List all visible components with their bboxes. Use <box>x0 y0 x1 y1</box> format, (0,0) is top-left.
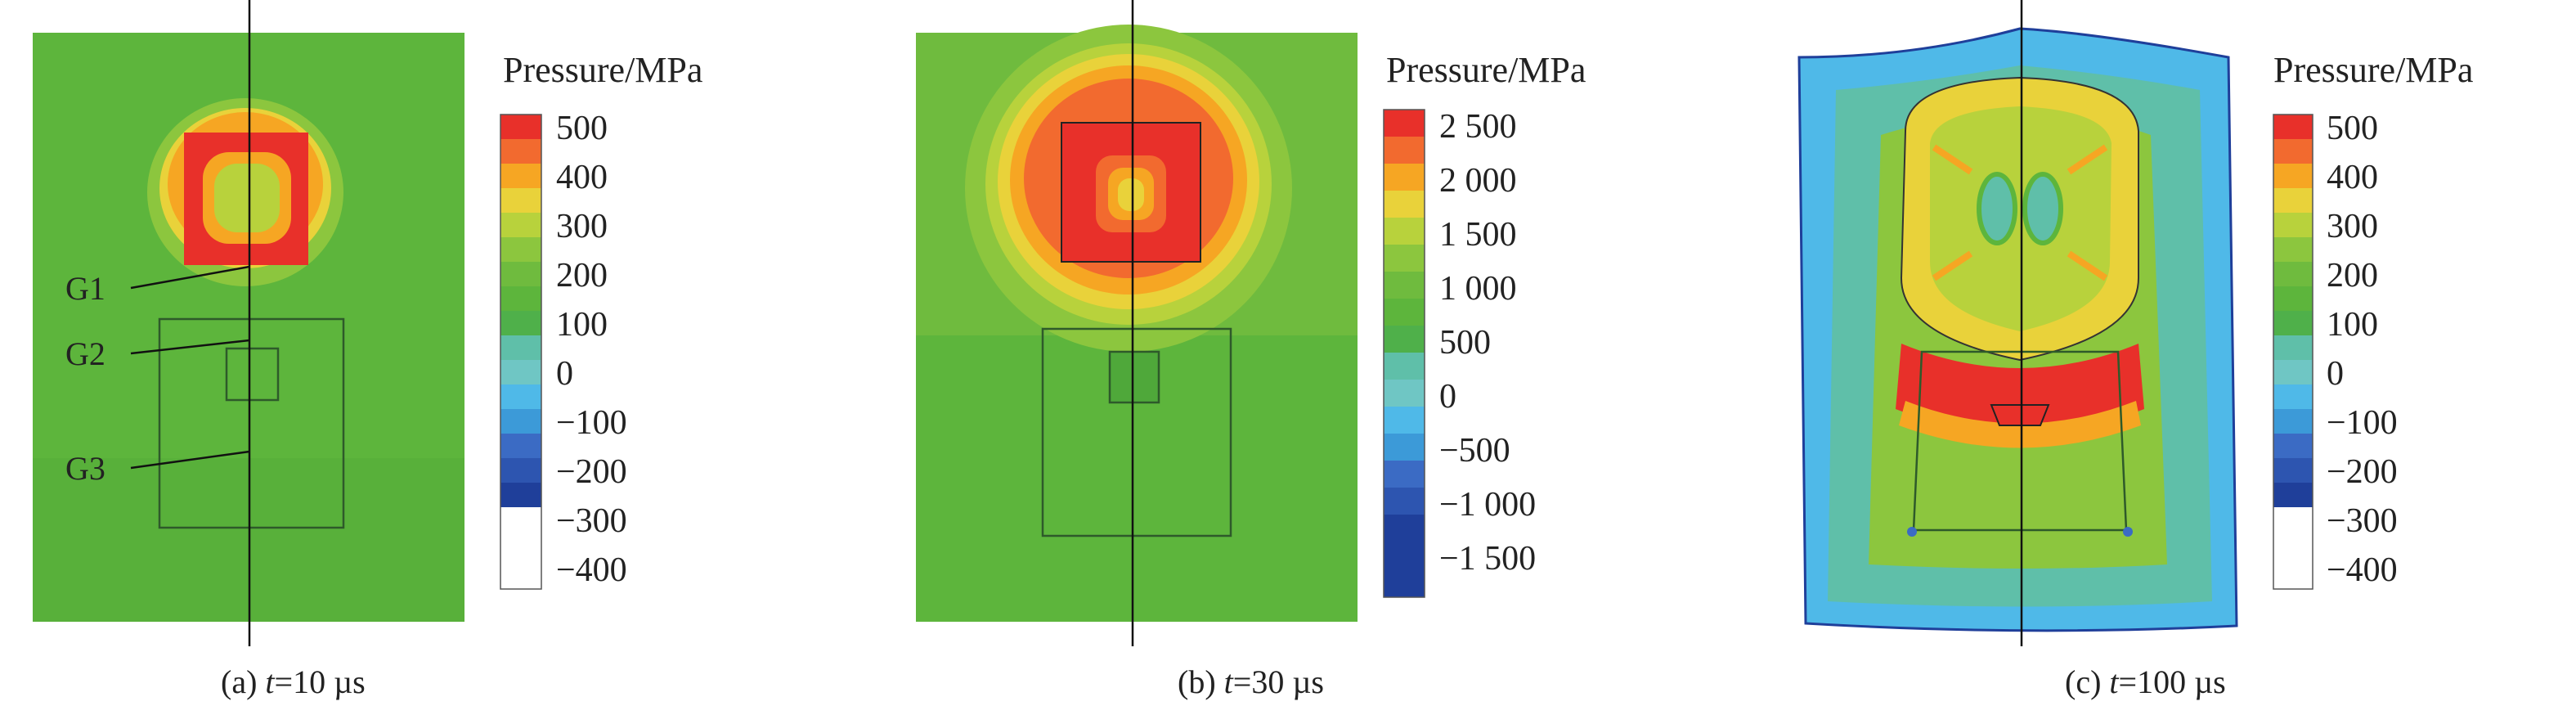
tick-a-8: −300 <box>556 502 627 540</box>
tick-a-0: 500 <box>556 110 608 147</box>
tick-c-5: 0 <box>2327 355 2344 393</box>
tick-c-1: 400 <box>2327 159 2378 196</box>
caption-c-prefix: (c) <box>2065 663 2110 700</box>
tick-b-3: 1 000 <box>1439 270 1517 308</box>
tick-c-4: 100 <box>2327 306 2378 344</box>
tick-c-0: 500 <box>2327 110 2378 147</box>
tick-a-4: 100 <box>556 306 608 344</box>
tick-a-1: 400 <box>556 159 608 196</box>
tick-b-7: −1 000 <box>1439 486 1536 524</box>
dot-left-c <box>1907 527 1917 537</box>
g1-leader <box>130 265 250 290</box>
caption-a-suffix: =10 µs <box>274 663 366 700</box>
caption-c-var: t <box>2109 663 2119 700</box>
charge-core-a <box>214 164 280 232</box>
caption-b-var: t <box>1223 663 1233 700</box>
colorbar-b <box>1383 109 1425 598</box>
tick-b-5: 0 <box>1439 378 1456 416</box>
tick-b-2: 1 500 <box>1439 216 1517 254</box>
eye-right-c <box>2022 172 2063 245</box>
g3-leader <box>130 450 250 470</box>
caption-c-suffix: =100 µs <box>2118 663 2226 700</box>
caption-a-prefix: (a) <box>221 663 266 700</box>
g2-label: G2 <box>65 335 105 372</box>
tick-a-3: 200 <box>556 257 608 295</box>
block-inner-b <box>1108 350 1160 404</box>
tick-b-8: −1 500 <box>1439 540 1536 578</box>
caption-a: (a) t=10 µs <box>221 663 366 701</box>
caption-b-prefix: (b) <box>1178 663 1224 700</box>
dot-right-c <box>2123 527 2133 537</box>
g3-label: G3 <box>65 450 105 487</box>
arc-c <box>1896 344 2144 434</box>
streaks-c <box>1932 144 2108 281</box>
caption-a-var: t <box>265 663 275 700</box>
block-outer-b <box>1041 327 1232 537</box>
caption-b-suffix: =30 µs <box>1232 663 1324 700</box>
charge-core-b <box>1118 178 1144 211</box>
colorbar-c <box>2273 114 2313 590</box>
tick-b-4: 500 <box>1439 324 1491 362</box>
block-outer-a <box>158 317 345 529</box>
tick-c-7: −200 <box>2327 453 2398 491</box>
colorbar-a <box>500 114 542 590</box>
tick-c-3: 200 <box>2327 257 2378 295</box>
block-c-small <box>1990 404 2050 426</box>
tick-a-9: −400 <box>556 551 627 589</box>
tick-c-8: −300 <box>2327 502 2398 540</box>
tick-a-5: 0 <box>556 355 573 393</box>
caption-c: (c) t=100 µs <box>2065 663 2226 701</box>
legend-title-b: Pressure/MPa <box>1386 50 1586 90</box>
tick-b-1: 2 000 <box>1439 162 1517 200</box>
tick-c-2: 300 <box>2327 208 2378 245</box>
g2-leader <box>130 339 250 355</box>
block-inner-a <box>225 347 280 402</box>
panel-a: G1 G2 G3 Pressure/MPa 500 400 300 200 10… <box>33 0 702 646</box>
panel-b: Pressure/MPa 2 500 2 000 1 500 1 000 500… <box>916 0 1586 646</box>
tick-a-7: −200 <box>556 453 627 491</box>
caption-b: (b) t=30 µs <box>1178 663 1324 701</box>
tick-c-9: −400 <box>2327 551 2398 589</box>
tick-b-0: 2 500 <box>1439 108 1517 146</box>
legend-title-c: Pressure/MPa <box>2273 50 2473 90</box>
tick-a-2: 300 <box>556 208 608 245</box>
tick-c-6: −100 <box>2327 404 2398 442</box>
tick-b-6: −500 <box>1439 432 1510 470</box>
tick-a-6: −100 <box>556 404 627 442</box>
g1-label: G1 <box>65 270 105 307</box>
panel-c: Pressure/MPa 500 400 300 200 100 0 −100 … <box>1797 0 2473 646</box>
eye-left-c <box>1977 172 2017 245</box>
legend-title-a: Pressure/MPa <box>503 50 702 90</box>
